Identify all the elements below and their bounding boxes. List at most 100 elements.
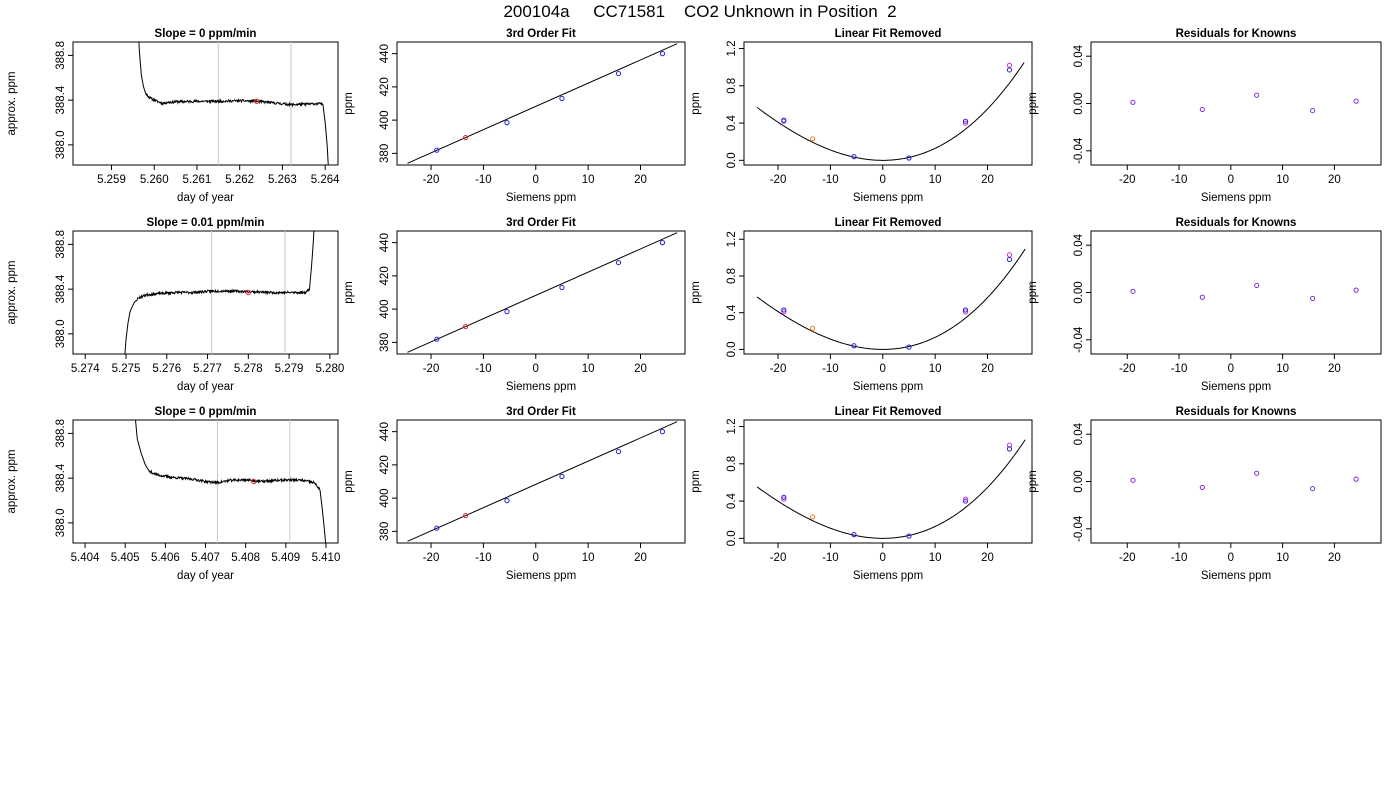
y-axis-label: approx. ppm [6, 450, 18, 514]
x-tick-label: -10 [475, 174, 492, 186]
x-tick-label: 5.404 [71, 552, 100, 564]
y-tick-label: 400 [379, 111, 391, 130]
panel-title: 3rd Order Fit [506, 406, 576, 418]
plot-area [407, 43, 678, 164]
chart-panel-linfit-row1: Linear Fit Removed -20 -10 0 10 20 0.0 0.4 0.8 1.… [690, 28, 1033, 204]
y-tick-label: 0.04 [1073, 44, 1085, 67]
x-tick-label: 20 [981, 552, 994, 564]
data-point [615, 70, 622, 77]
data-point [781, 117, 787, 123]
plot-frame [72, 230, 339, 355]
panel-title: Slope = 0 ppm/min [155, 28, 257, 40]
data-point [809, 325, 816, 331]
chart-panel-resid-row1: Residuals for Knowns -20 -10 0 10 20 -0.04 0.00… [1027, 28, 1382, 204]
y-tick-label: 0.4 [726, 304, 738, 321]
data-point [962, 498, 969, 504]
x-tick-label: 0 [533, 174, 539, 186]
y-tick-label: 380 [379, 144, 391, 163]
x-tick-label: 10 [1276, 363, 1289, 375]
x-axis-label: Siemens ppm [853, 192, 923, 204]
plot-area [1130, 282, 1359, 302]
x-tick-label: -20 [770, 363, 787, 375]
x-axis-label: Siemens ppm [506, 192, 576, 204]
x-tick-label: 5.274 [71, 363, 100, 375]
x-tick-label: -20 [770, 174, 787, 186]
data-point [434, 147, 440, 153]
concentration-trace [124, 231, 315, 354]
x-tick-label: 10 [929, 363, 942, 375]
mean-marker [245, 289, 252, 296]
fit-curve [756, 439, 1026, 539]
x-tick-label: 0 [533, 363, 539, 375]
data-point [1006, 62, 1013, 68]
data-point [962, 309, 969, 315]
x-tick-label: -20 [1119, 174, 1136, 186]
panel-title: 3rd Order Fit [506, 217, 576, 229]
panel-title: Residuals for Knowns [1176, 28, 1297, 40]
x-tick-label: 5.277 [193, 363, 222, 375]
data-point [434, 525, 440, 531]
plot-area [1130, 470, 1359, 492]
y-tick-label: 388.4 [55, 85, 67, 114]
x-axis-label: Siemens ppm [506, 381, 576, 393]
y-tick-label: 380 [379, 333, 391, 352]
data-point [1353, 476, 1359, 482]
y-tick-label: 0.4 [726, 492, 738, 509]
data-point [559, 284, 565, 291]
plot-area [1130, 92, 1359, 114]
x-tick-label: 5.409 [271, 552, 300, 564]
x-tick-label: 5.278 [234, 363, 263, 375]
x-tick-label: -10 [822, 174, 839, 186]
y-axis-label: approx. ppm [6, 261, 18, 325]
data-point [809, 136, 816, 142]
y-tick-label: 388.8 [55, 230, 67, 259]
x-tick-label: 5.275 [112, 363, 141, 375]
data-point [781, 309, 787, 315]
data-point [559, 473, 565, 480]
data-point [504, 498, 510, 504]
panel-title: Linear Fit Removed [835, 217, 942, 229]
x-tick-label: 5.260 [140, 174, 169, 186]
y-tick-label: 0.8 [726, 456, 738, 472]
x-axis-label: Siemens ppm [853, 570, 923, 582]
data-point [1130, 477, 1136, 483]
data-point [1254, 282, 1260, 289]
y-tick-label: 388.0 [55, 319, 67, 348]
x-tick-label: 20 [634, 552, 647, 564]
y-axis-label: approx. ppm [6, 72, 18, 136]
x-tick-label: 10 [1276, 552, 1289, 564]
data-point [962, 118, 969, 124]
x-tick-label: -20 [1119, 363, 1136, 375]
data-point [1199, 294, 1205, 300]
plot-area [135, 420, 327, 543]
y-tick-label: 388.0 [55, 508, 67, 537]
x-tick-label: 5.405 [111, 552, 140, 564]
mean-marker [254, 98, 260, 104]
data-point [962, 120, 969, 126]
concentration-trace [138, 42, 329, 165]
mean-marker [250, 478, 257, 485]
x-tick-label: 5.279 [275, 363, 304, 375]
plot-frame [72, 41, 339, 166]
data-point [781, 496, 787, 502]
y-tick-label: -0.04 [1073, 515, 1085, 542]
data-point [906, 533, 912, 539]
x-tick-label: 5.408 [231, 552, 260, 564]
x-axis-label: day of year [177, 381, 234, 393]
y-axis-label: ppm [343, 470, 355, 492]
data-point [1310, 107, 1316, 114]
concentration-trace [135, 420, 327, 543]
data-point [962, 307, 969, 313]
x-tick-label: -10 [1171, 363, 1188, 375]
x-tick-label: 0 [880, 363, 886, 375]
y-tick-label: 0.0 [726, 341, 738, 357]
fit-line [407, 421, 678, 542]
plot-area [138, 42, 329, 165]
panel-title: 3rd Order Fit [506, 28, 576, 40]
data-point [1006, 256, 1013, 263]
x-tick-label: 5.261 [183, 174, 212, 186]
plot-frame [743, 419, 1033, 544]
data-point [1006, 67, 1013, 73]
panel-title: Slope = 0 ppm/min [155, 406, 257, 418]
